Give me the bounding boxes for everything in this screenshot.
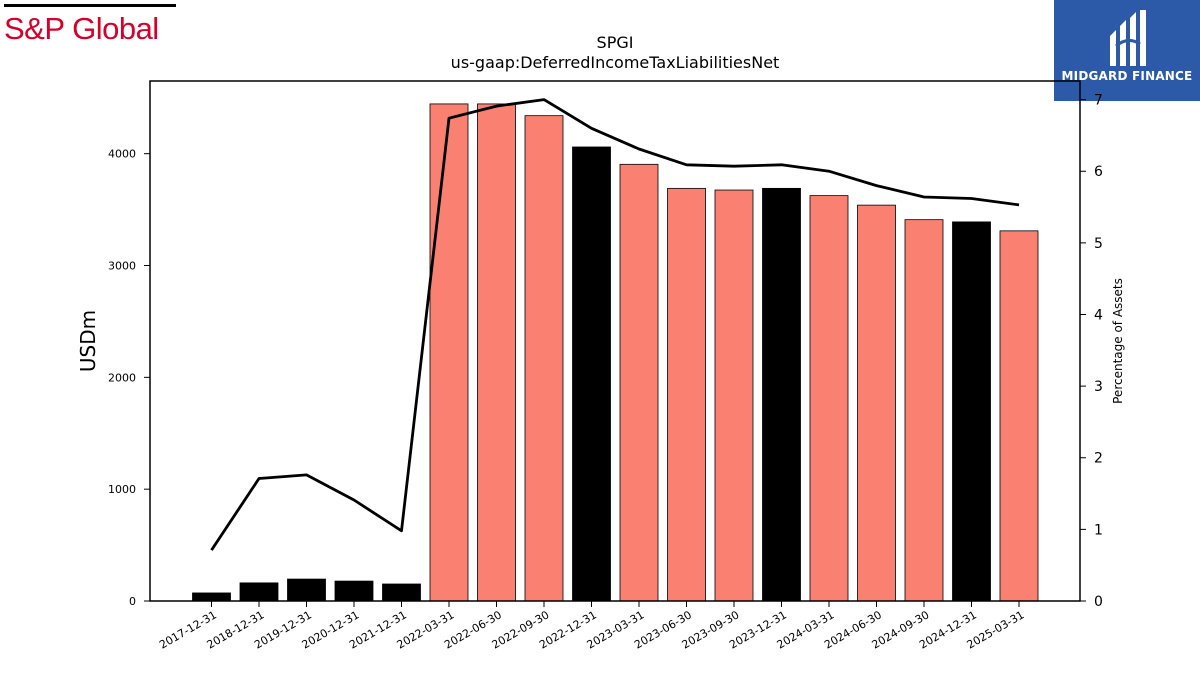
bar bbox=[524, 115, 564, 602]
y-tick-label: 4000 bbox=[108, 148, 136, 161]
midgard-finance-logo: MIDGARD FINANCE bbox=[1054, 0, 1200, 101]
logo-rule bbox=[4, 4, 176, 7]
bar bbox=[999, 230, 1039, 602]
bar bbox=[239, 582, 279, 602]
bar bbox=[334, 580, 374, 602]
y2-tick-label: 7 bbox=[1094, 93, 1103, 109]
bar bbox=[762, 187, 801, 602]
bar bbox=[809, 195, 849, 602]
y2-tick-label: 3 bbox=[1094, 379, 1103, 395]
left-axis-ticks: 0 1000 2000 3000 4000 bbox=[108, 148, 150, 608]
bar bbox=[382, 583, 421, 602]
y-tick-label: 1000 bbox=[108, 483, 136, 496]
bar bbox=[287, 578, 326, 602]
y2-tick-label: 2 bbox=[1094, 451, 1103, 467]
y-tick-label: 0 bbox=[129, 595, 136, 608]
y-tick-label: 3000 bbox=[108, 260, 136, 273]
plot-frame bbox=[149, 80, 1081, 602]
bar bbox=[619, 163, 659, 602]
bar bbox=[667, 187, 706, 602]
y2-tick-label: 5 bbox=[1094, 236, 1103, 252]
bar bbox=[714, 189, 754, 602]
right-axis-ticks: 0 1 2 3 4 5 6 7 bbox=[1080, 93, 1103, 610]
chart-subtitle: us-gaap:DeferredIncomeTaxLiabilitiesNet bbox=[451, 53, 780, 72]
y2-tick-label: 1 bbox=[1094, 522, 1103, 538]
bar bbox=[857, 204, 896, 602]
x-axis-ticks: 2017-12-312018-12-312019-12-312020-12-31… bbox=[157, 601, 1027, 652]
bar bbox=[904, 219, 944, 602]
y2-tick-label: 0 bbox=[1094, 594, 1103, 610]
bar bbox=[572, 146, 611, 602]
y2-tick-label: 4 bbox=[1094, 307, 1103, 323]
midgard-emblem-icon bbox=[1110, 10, 1146, 66]
percentage-line bbox=[210, 98, 1020, 551]
chart-title: SPGI bbox=[597, 33, 634, 52]
sp-global-logo: S&P Global bbox=[4, 4, 176, 46]
midgard-logo-text: MIDGARD FINANCE bbox=[1061, 69, 1193, 83]
sp-global-logo-text: S&P Global bbox=[4, 11, 159, 46]
y2-tick-label: 6 bbox=[1094, 164, 1103, 180]
y2-axis-label: Percentage of Assets bbox=[1111, 278, 1125, 404]
y-tick-label: 2000 bbox=[108, 371, 136, 384]
bar bbox=[429, 103, 469, 602]
line-series bbox=[210, 98, 1020, 551]
y-axis-label: USDm bbox=[76, 310, 100, 372]
bar-series bbox=[192, 103, 1039, 602]
bar bbox=[952, 221, 991, 602]
bar bbox=[477, 103, 516, 602]
bar bbox=[192, 592, 231, 602]
